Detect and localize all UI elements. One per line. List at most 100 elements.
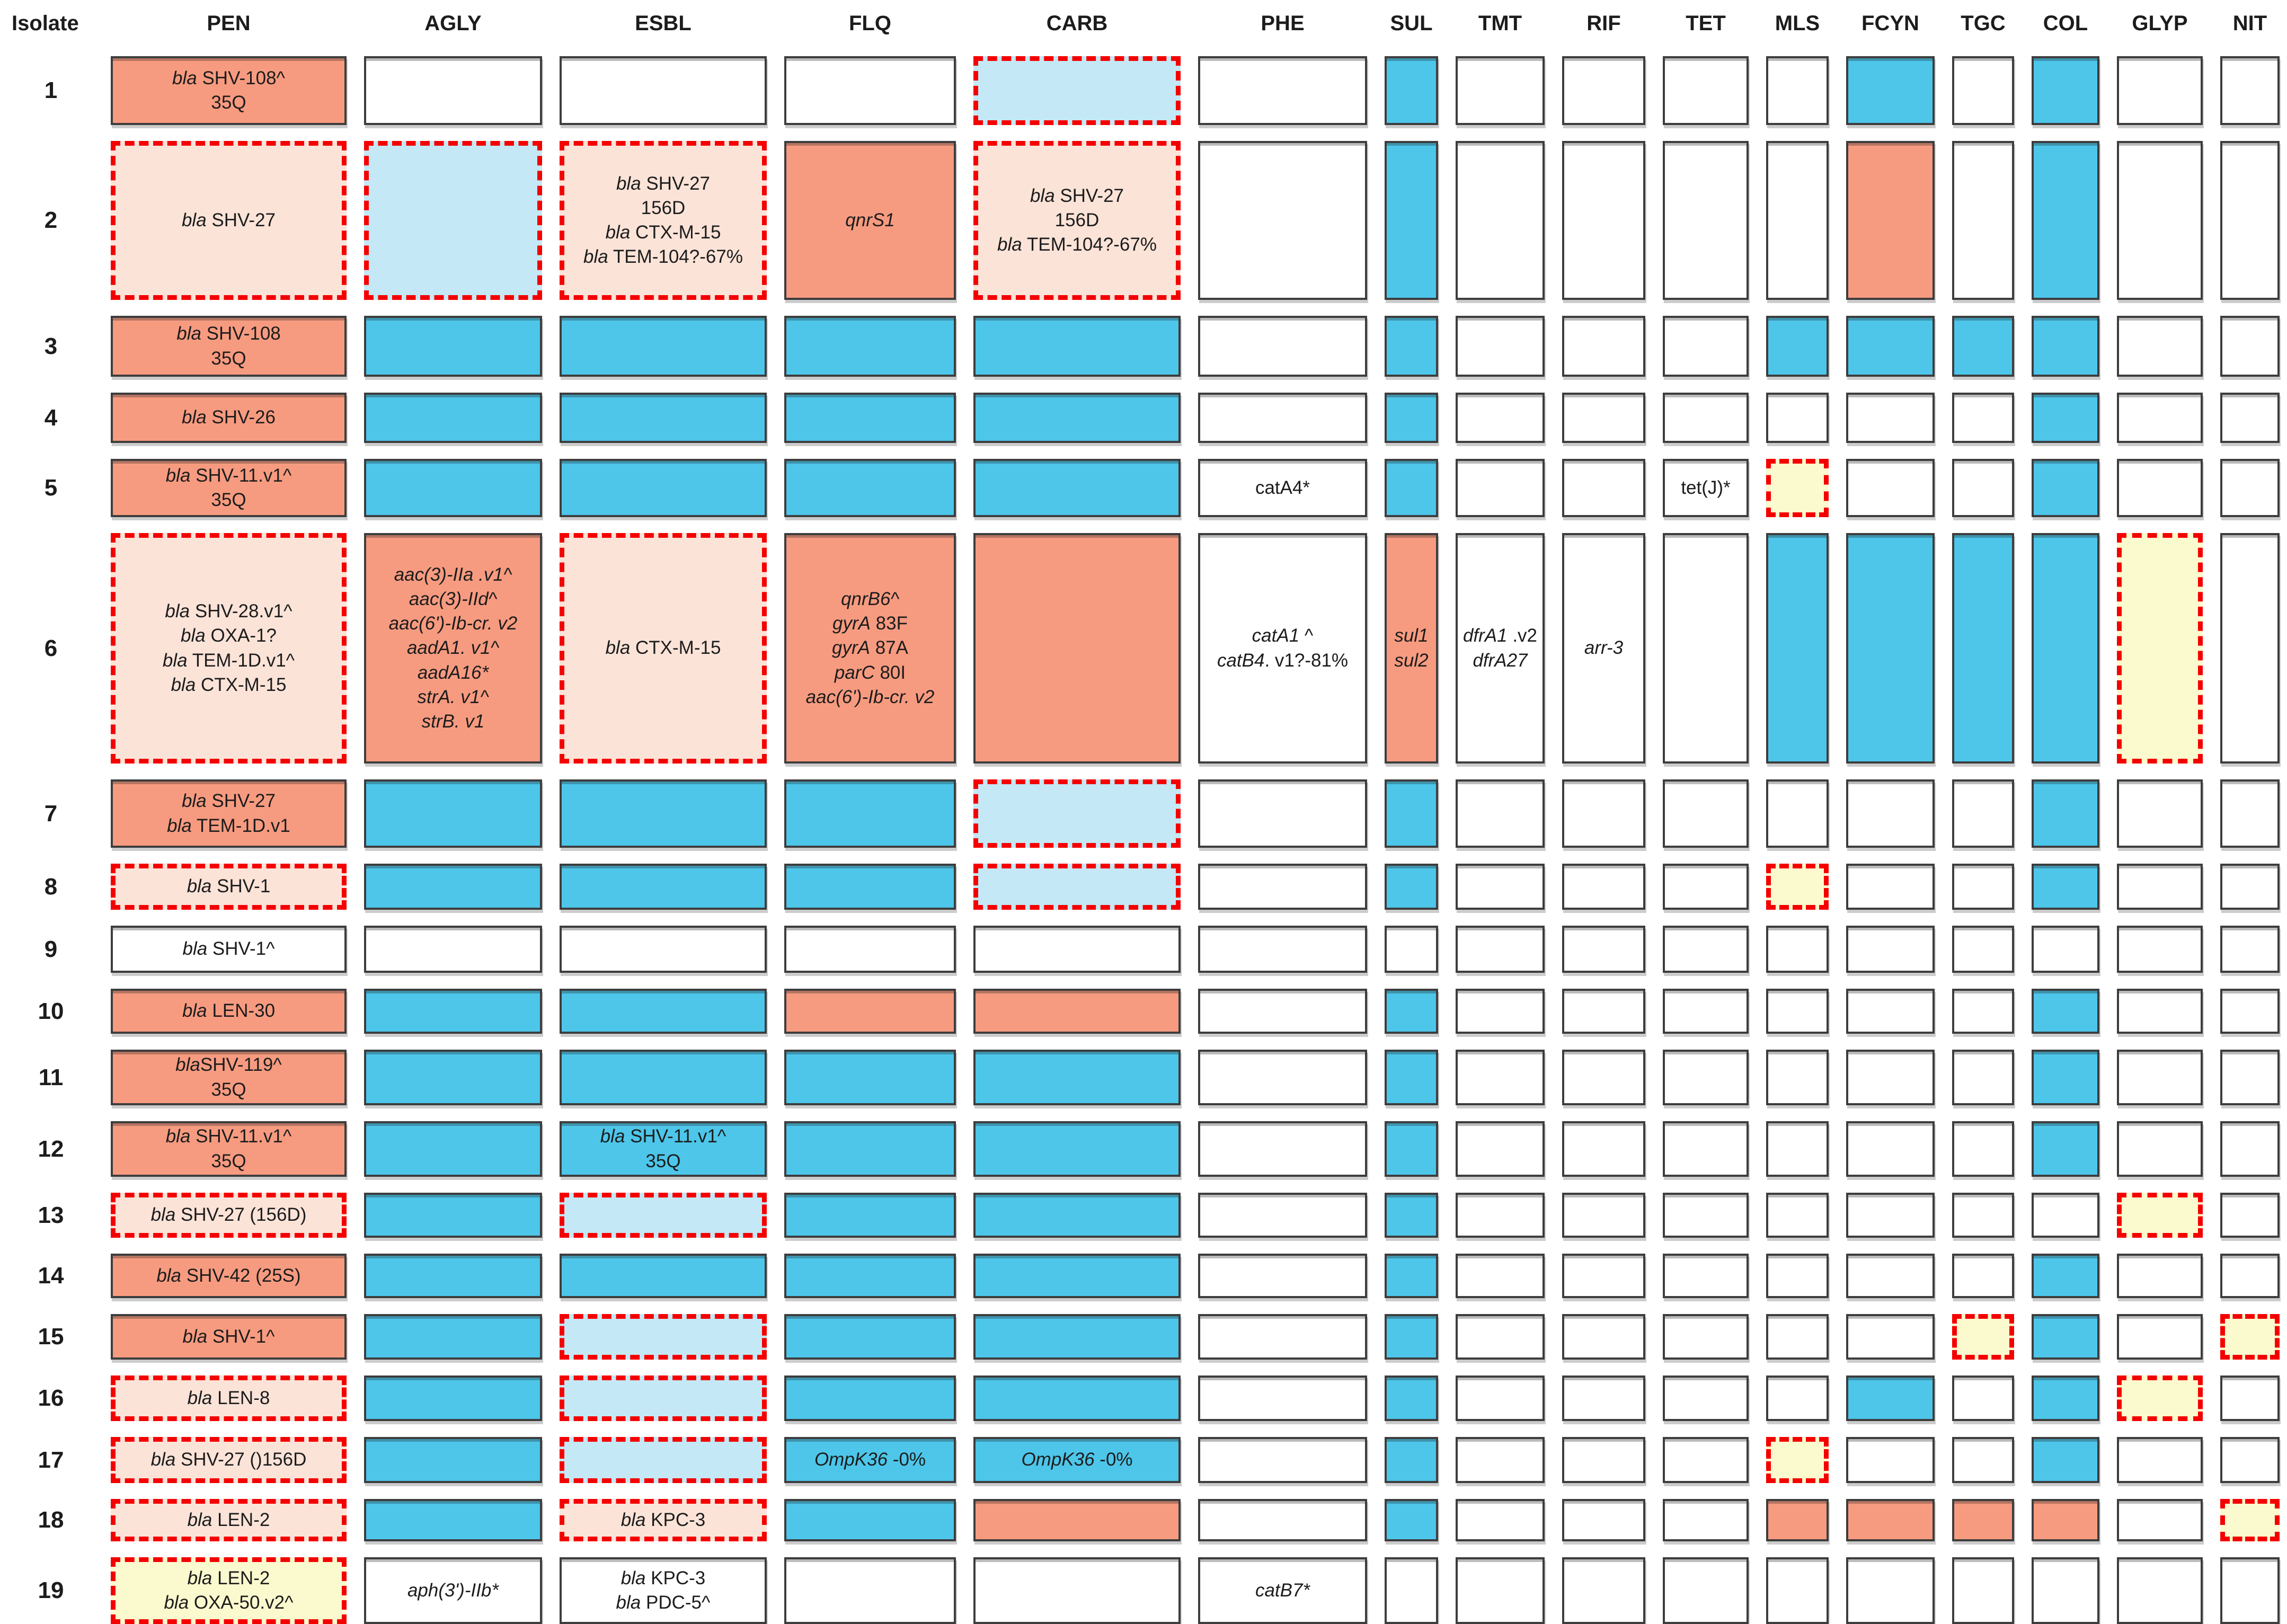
- cell-isolate1-COL: [2032, 56, 2099, 125]
- cell-isolate3-GLYP: [2117, 316, 2203, 377]
- cell-isolate5-TGC: [1952, 459, 2014, 517]
- isolate-number-2: 2: [44, 207, 58, 233]
- cell-isolate4-AGLY: [364, 393, 542, 443]
- gene-label: qnrS1: [845, 209, 895, 230]
- gene-label: bla PDC-5^: [616, 1592, 711, 1613]
- cell-isolate11-PHE: [1198, 1050, 1367, 1105]
- isolate-number-7: 7: [44, 800, 58, 827]
- cell-isolate17-ESBL: [560, 1437, 767, 1483]
- gene-label: OmpK36 -0%: [814, 1449, 926, 1470]
- cell-isolate7-COL: [2032, 779, 2099, 848]
- cell-isolate11-FLQ: [784, 1050, 956, 1105]
- cell-isolate15-TET: [1663, 1314, 1749, 1360]
- cell-isolate10-PHE: [1198, 989, 1367, 1034]
- cell-isolate8-TET: [1663, 864, 1749, 910]
- cell-isolate4-ESBL: [560, 393, 767, 443]
- cell-isolate11-TET: [1663, 1050, 1749, 1105]
- cell-isolate16-TMT: [1456, 1375, 1545, 1421]
- cell-isolate16-GLYP: [2117, 1375, 2203, 1421]
- gene-label: 156D: [1054, 209, 1100, 230]
- cell-isolate9-CARB: [973, 926, 1181, 973]
- cell-isolate7-PEN: bla SHV-27 bla TEM-1D.v1: [111, 779, 347, 848]
- isolate-number-10: 10: [38, 998, 64, 1024]
- cell-isolate16-PHE: [1198, 1375, 1367, 1421]
- cell-isolate8-CARB: [973, 864, 1181, 910]
- cell-isolate2-GLYP: [2117, 141, 2203, 300]
- cell-isolate16-MLS: [1766, 1375, 1829, 1421]
- cell-isolate1-SUL: [1385, 56, 1438, 125]
- cell-isolate6-RIF: arr-3: [1562, 533, 1645, 764]
- cell-isolate10-MLS: [1766, 989, 1829, 1034]
- cell-isolate8-RIF: [1562, 864, 1645, 910]
- cell-isolate17-FLQ: OmpK36 -0%: [784, 1437, 956, 1483]
- cell-isolate4-GLYP: [2117, 393, 2203, 443]
- cell-isolate17-CARB: OmpK36 -0%: [973, 1437, 1181, 1483]
- gene-label: bla LEN-2: [187, 1567, 270, 1588]
- cell-isolate10-TGC: [1952, 989, 2014, 1034]
- cell-isolate13-RIF: [1562, 1193, 1645, 1238]
- cell-isolate5-GLYP: [2117, 459, 2203, 517]
- cell-isolate8-TMT: [1456, 864, 1545, 910]
- cell-isolate12-PHE: [1198, 1121, 1367, 1177]
- gene-label: aadA1. v1^: [406, 637, 500, 659]
- cell-isolate4-SUL: [1385, 393, 1438, 443]
- cell-isolate15-RIF: [1562, 1314, 1645, 1360]
- cell-isolate19-CARB: [973, 1557, 1181, 1624]
- cell-isolate17-PHE: [1198, 1437, 1367, 1483]
- cell-isolate1-CARB: [973, 56, 1181, 125]
- cell-isolate17-TGC: [1952, 1437, 2014, 1483]
- cell-isolate6-PEN: bla SHV-28.v1^ bla OXA-1? bla TEM-1D.v1^ bl…: [111, 533, 347, 764]
- cell-isolate5-FLQ: [784, 459, 956, 517]
- cell-isolate15-ESBL: [560, 1314, 767, 1360]
- gene-label: strA. v1^: [417, 686, 489, 707]
- cell-isolate5-CARB: [973, 459, 1181, 517]
- gene-label: bla SHV-1^: [182, 938, 275, 960]
- gene-label: aac(6')-Ib-cr. v2: [805, 686, 935, 707]
- cell-isolate15-AGLY: [364, 1314, 542, 1360]
- cell-isolate13-TGC: [1952, 1193, 2014, 1238]
- gene-label: gyrA 83F: [832, 613, 908, 634]
- cell-isolate18-RIF: [1562, 1499, 1645, 1541]
- gene-label: 156D: [641, 197, 686, 218]
- cell-isolate13-PHE: [1198, 1193, 1367, 1238]
- gene-label: bla SHV-27: [1030, 185, 1124, 206]
- cell-isolate5-PHE: catA4*: [1198, 459, 1367, 517]
- isolate-number-6: 6: [44, 635, 58, 661]
- cell-isolate13-MLS: [1766, 1193, 1829, 1238]
- gene-label: aac(3)-IIa .v1^: [394, 564, 512, 585]
- cell-isolate2-CARB: bla SHV-27 156D bla TEM-104?-67%: [973, 141, 1181, 300]
- cell-isolate14-FLQ: [784, 1254, 956, 1298]
- cell-isolate13-GLYP: [2117, 1193, 2203, 1238]
- cell-isolate2-FCYN: [1846, 141, 1935, 300]
- cell-isolate3-AGLY: [364, 316, 542, 377]
- cell-isolate18-TGC: [1952, 1499, 2014, 1541]
- cell-isolate11-GLYP: [2117, 1050, 2203, 1105]
- gene-label: catB4. v1?-81%: [1217, 650, 1349, 671]
- cell-isolate15-COL: [2032, 1314, 2099, 1360]
- cell-isolate5-ESBL: [560, 459, 767, 517]
- cell-isolate18-CARB: [973, 1499, 1181, 1541]
- gene-label: bla CTX-M-15: [605, 637, 721, 659]
- cell-isolate16-RIF: [1562, 1375, 1645, 1421]
- cell-isolate6-TGC: [1952, 533, 2014, 764]
- gene-label: bla SHV-27: [181, 791, 276, 812]
- cell-isolate15-MLS: [1766, 1314, 1829, 1360]
- cell-isolate19-RIF: [1562, 1557, 1645, 1624]
- cell-isolate1-TGC: [1952, 56, 2014, 125]
- column-header-GLYP: GLYP: [2132, 12, 2188, 35]
- cell-isolate11-AGLY: [364, 1050, 542, 1105]
- gene-label: 35Q: [211, 490, 246, 510]
- cell-isolate14-NIT: [2220, 1254, 2280, 1298]
- cell-isolate12-TET: [1663, 1121, 1749, 1177]
- cell-isolate6-AGLY: aac(3)-IIa .v1^ aac(3)-IId^ aac(6')-Ib-cr.…: [364, 533, 542, 764]
- cell-isolate8-FCYN: [1846, 864, 1935, 910]
- cell-isolate14-FCYN: [1846, 1254, 1935, 1298]
- cell-isolate8-SUL: [1385, 864, 1438, 910]
- cell-isolate14-COL: [2032, 1254, 2099, 1298]
- cell-isolate15-SUL: [1385, 1314, 1438, 1360]
- cell-isolate11-CARB: [973, 1050, 1181, 1105]
- gene-label: strB. v1: [421, 711, 485, 732]
- cell-isolate6-TMT: dfrA1 .v2 dfrA27: [1456, 533, 1545, 764]
- cell-isolate14-PEN: bla SHV-42 (25S): [111, 1254, 347, 1298]
